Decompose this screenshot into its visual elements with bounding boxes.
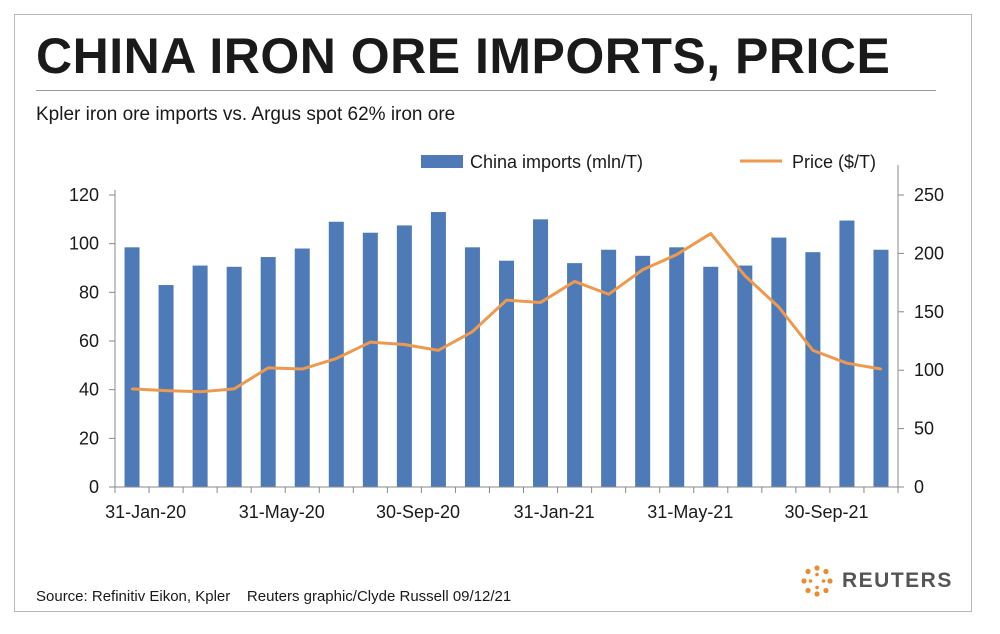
bar-imports-Aug-20 — [362, 232, 378, 487]
reuters-dots-icon — [801, 565, 833, 597]
bar-imports-Dec-20 — [499, 260, 514, 487]
x-tick-label: 31-Jan-20 — [105, 502, 186, 522]
legend-imports-swatch — [421, 155, 463, 168]
price-point-Apr-20 — [232, 387, 236, 391]
price-point-Jun-21 — [709, 232, 712, 235]
bar-imports-Nov-20 — [464, 247, 480, 487]
right-tick-label: 50 — [914, 419, 934, 439]
left-tick-label: 20 — [79, 428, 99, 448]
left-tick-label: 60 — [79, 331, 99, 351]
price-point-Apr-21 — [641, 268, 644, 271]
bar-imports-Feb-21 — [567, 263, 583, 487]
source-note: Source: Refinitiv Eikon, Kpler Reuters g… — [36, 588, 512, 605]
x-tick-label: 30-Sep-21 — [784, 502, 868, 522]
right-tick-label: 150 — [914, 302, 944, 322]
chart-title: CHINA IRON ORE IMPORTS, PRICE — [36, 28, 891, 84]
bar-imports-Mar-20 — [192, 265, 208, 487]
left-tick-label: 0 — [89, 477, 99, 497]
price-point-Jul-21 — [743, 274, 747, 277]
price-point-Mar-21 — [607, 293, 610, 296]
price-point-Sep-20 — [403, 343, 406, 346]
price-point-Oct-21 — [845, 361, 849, 365]
price-point-Nov-20 — [471, 330, 474, 333]
bar-imports-Sep-21 — [805, 252, 821, 487]
reuters-wordmark: REUTERS — [842, 569, 953, 592]
price-point-Mar-20 — [198, 390, 202, 394]
title-divider — [36, 90, 936, 91]
bar-imports-Apr-21 — [635, 255, 651, 487]
bar-imports-Jun-21 — [703, 266, 719, 487]
x-tick-label: 31-May-20 — [239, 502, 325, 522]
price-point-Dec-20 — [505, 298, 508, 302]
price-point-May-21 — [675, 253, 678, 256]
left-tick-label: 40 — [79, 380, 99, 400]
chart-frame — [14, 14, 972, 612]
price-point-Jul-20 — [335, 357, 338, 360]
left-tick-label: 120 — [69, 185, 99, 205]
legend-price-label: Price ($/T) — [792, 152, 876, 172]
bar-imports-Jan-20 — [124, 247, 140, 487]
x-tick-label: 30-Sep-20 — [376, 502, 460, 522]
x-tick-label: 31-May-21 — [647, 502, 733, 522]
bar-imports-Apr-20 — [226, 266, 242, 487]
right-tick-label: 200 — [914, 243, 944, 263]
right-tick-label: 100 — [914, 360, 944, 380]
legend-imports-label: China imports (mln/T) — [470, 152, 643, 172]
bar-imports-Jul-21 — [737, 265, 753, 487]
price-point-May-20 — [266, 366, 270, 370]
bar-imports-Feb-20 — [158, 285, 174, 487]
left-tick-label: 80 — [79, 282, 99, 302]
bar-imports-Sep-20 — [396, 225, 412, 487]
price-point-Feb-21 — [573, 280, 576, 283]
right-tick-label: 0 — [914, 477, 924, 497]
bar-imports-Jul-20 — [328, 221, 344, 487]
price-point-Oct-20 — [437, 349, 440, 352]
left-tick-label: 100 — [69, 234, 99, 254]
price-point-Feb-20 — [164, 389, 168, 392]
price-point-Aug-21 — [777, 305, 781, 309]
price-point-Jan-21 — [539, 301, 542, 304]
bar-imports-May-21 — [669, 247, 685, 487]
price-point-Aug-20 — [369, 340, 372, 344]
price-point-Jun-20 — [301, 367, 304, 371]
bar-imports-Aug-21 — [771, 237, 787, 487]
right-tick-label: 250 — [914, 185, 944, 205]
bar-imports-May-20 — [260, 257, 276, 487]
x-tick-label: 31-Jan-21 — [514, 502, 595, 522]
reuters-logo: REUTERS — [800, 564, 953, 598]
price-point-Sep-21 — [811, 349, 815, 352]
price-point-Nov-21 — [879, 367, 883, 371]
price-point-Jan-20 — [130, 387, 134, 391]
bar-imports-Mar-21 — [601, 249, 617, 487]
bar-imports-Oct-21 — [839, 220, 855, 488]
chart-subtitle: Kpler iron ore imports vs. Argus spot 62… — [36, 104, 456, 125]
bar-imports-Jan-21 — [533, 219, 549, 488]
